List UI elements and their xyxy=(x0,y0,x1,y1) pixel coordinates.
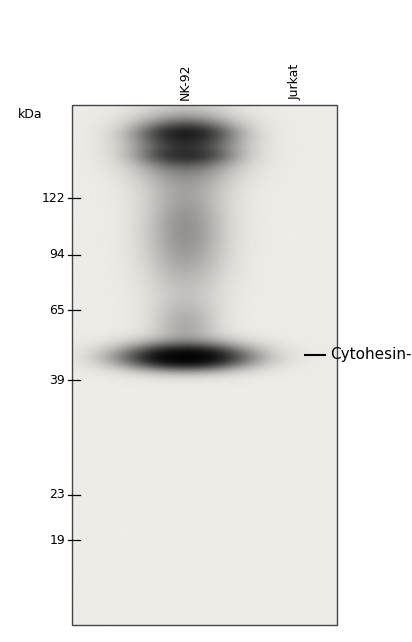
Text: 65: 65 xyxy=(49,304,65,317)
Text: Cytohesin-1: Cytohesin-1 xyxy=(330,347,412,363)
Bar xyxy=(72,105,337,625)
Text: 94: 94 xyxy=(49,248,65,261)
Text: 122: 122 xyxy=(41,191,65,205)
Text: 23: 23 xyxy=(49,489,65,501)
Text: NK-92: NK-92 xyxy=(178,64,192,100)
Text: 39: 39 xyxy=(49,374,65,386)
Text: 19: 19 xyxy=(49,534,65,546)
Text: Jurkat: Jurkat xyxy=(288,64,302,100)
Text: kDa: kDa xyxy=(18,108,42,121)
